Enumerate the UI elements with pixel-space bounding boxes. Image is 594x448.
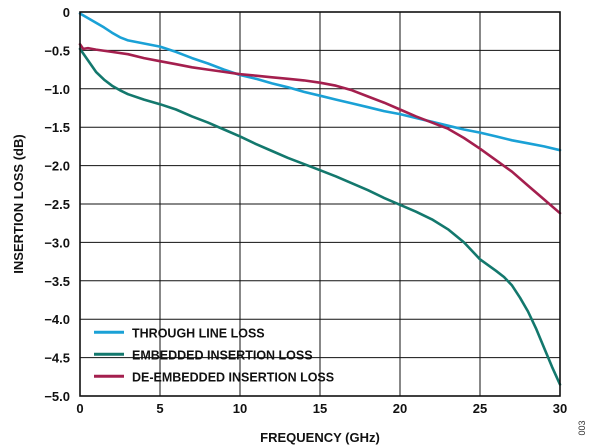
x-tick-label: 5 — [156, 401, 163, 416]
y-tick-label: −0.5 — [44, 43, 70, 58]
legend: THROUGH LINE LOSS EMBEDDED INSERTION LOSS… — [94, 326, 334, 384]
x-tick-label: 25 — [473, 401, 487, 416]
x-tick-label: 0 — [76, 401, 83, 416]
series-line-1 — [78, 12, 562, 152]
series-line-2 — [78, 47, 562, 386]
y-tick-label: −1.0 — [44, 82, 70, 97]
x-tick-label: 20 — [393, 401, 407, 416]
y-tick-label: −2.0 — [44, 159, 70, 174]
y-tick-label: −1.5 — [44, 120, 70, 135]
y-tick-labels: 0 −0.5 −1.0 −1.5 −2.0 −2.5 −3.0 −3.5 −4.0 −4.5 −5.… — [44, 5, 70, 404]
x-axis-title: FREQUENCY (GHz) — [260, 430, 380, 445]
figure-id: 003 — [577, 420, 587, 435]
series-lines — [78, 12, 562, 386]
x-tick-labels: 0 5 10 15 20 25 30 — [76, 401, 567, 416]
y-tick-label: −3.5 — [44, 274, 70, 289]
x-tick-label: 10 — [233, 401, 247, 416]
legend-label-1: THROUGH LINE LOSS — [132, 326, 265, 340]
legend-label-3: DE-EMBEDDED INSERTION LOSS — [132, 370, 334, 384]
x-tick-label: 30 — [553, 401, 567, 416]
y-tick-label: −2.5 — [44, 197, 70, 212]
x-tick-label: 15 — [313, 401, 327, 416]
plot-frame — [79, 11, 561, 397]
y-tick-label: −4.5 — [44, 351, 70, 366]
grid-lines — [80, 12, 560, 396]
y-tick-label: −3.0 — [44, 235, 70, 250]
series-line-3 — [78, 43, 562, 215]
legend-label-2: EMBEDDED INSERTION LOSS — [132, 348, 313, 362]
y-axis-title: INSERTION LOSS (dB) — [11, 134, 26, 273]
y-tick-label: −4.0 — [44, 312, 70, 327]
y-tick-label: 0 — [63, 5, 70, 20]
y-tick-label: −5.0 — [44, 389, 70, 404]
